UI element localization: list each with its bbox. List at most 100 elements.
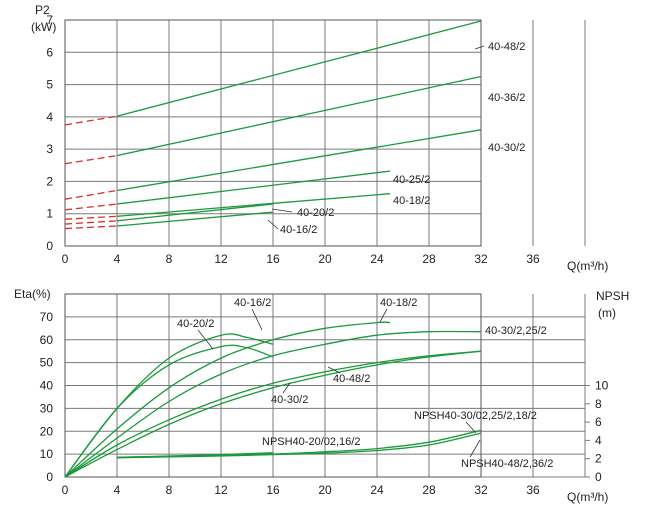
power-label-40-36: 40-36/2 — [488, 92, 525, 104]
power-x-tick: 24 — [370, 252, 384, 266]
power-x-tick: 16 — [266, 252, 280, 266]
power-curve — [116, 20, 482, 117]
npsh-y-tick: 10 — [595, 379, 609, 393]
power-y-tick: 2 — [46, 174, 53, 188]
npsh-ylabel-line1: NPSH — [596, 289, 629, 303]
power-y-tick: 5 — [46, 78, 53, 92]
leader-40-20 — [271, 208, 293, 213]
npsh-curve — [116, 432, 482, 459]
power-x-tick: 8 — [166, 252, 173, 266]
eta-y-tick: 70 — [40, 310, 54, 324]
efficiency-curve — [64, 330, 482, 478]
eta-label-40-16: 40-16/2 — [234, 297, 271, 309]
eta-y-tick: 50 — [40, 356, 54, 370]
leader-eta-40-18 — [379, 308, 388, 323]
power-curve — [116, 193, 391, 217]
npsh-y-tick: 2 — [595, 452, 602, 466]
power-curve — [116, 203, 274, 222]
eta-y-tick: 0 — [46, 470, 53, 484]
leader-eta-40-20 — [197, 329, 214, 350]
efficiency-curve-labels: 40-16/2 40-20/2 40-18/2 40-30/2,25/2 40-… — [177, 297, 553, 470]
power-y-tick: 3 — [46, 142, 53, 156]
power-curve-extrapolated — [64, 189, 118, 200]
power-label-40-30: 40-30/2 — [488, 142, 525, 154]
npsh-label-40-20-16: NPSH40-20/02,16/2 — [262, 436, 360, 448]
eta-y-tick: 40 — [40, 379, 54, 393]
power-y-tick: 4 — [46, 110, 53, 124]
power-label-40-18: 40-18/2 — [393, 195, 430, 207]
leader-npsh-40-48 — [469, 439, 481, 458]
power-x-tick: 0 — [62, 252, 69, 266]
power-x-tick: 20 — [318, 252, 332, 266]
npsh-label-40-30-25-18: NPSH40-30/02,25/2,18/2 — [414, 410, 537, 422]
npsh-y-tick: 0 — [595, 470, 602, 484]
power-ylabel-line1: P2 — [35, 3, 50, 17]
power-curve — [116, 170, 391, 205]
npsh-ylabel-line2: (m) — [598, 306, 616, 320]
efficiency-curves — [64, 321, 482, 478]
efficiency-x-tick: 20 — [318, 483, 332, 497]
efficiency-xlabel: Q(m³/h) — [567, 490, 608, 504]
power-curve-extrapolated — [64, 115, 118, 126]
power-x-tick: 12 — [214, 252, 228, 266]
eta-label-40-48: 40-48/2 — [333, 373, 370, 385]
power-y-tick: 6 — [46, 45, 53, 59]
eta-y-tick: 10 — [40, 447, 54, 461]
npsh-y-tick: 4 — [595, 433, 602, 447]
power-curve-extrapolated — [64, 203, 118, 211]
efficiency-plot-frame — [64, 293, 482, 478]
power-curve — [116, 129, 482, 192]
npsh-y-tick: 8 — [595, 397, 602, 411]
power-curve-extrapolated — [64, 225, 118, 230]
efficiency-x-tick: 4 — [114, 483, 121, 497]
efficiency-curve — [64, 350, 482, 478]
leader-40-16 — [267, 219, 279, 230]
power-x-tick: 28 — [422, 252, 436, 266]
power-curve-extrapolated — [64, 215, 118, 220]
leader-npsh-40-30 — [465, 421, 477, 434]
efficiency-curve — [64, 350, 482, 478]
power-curves — [64, 20, 482, 230]
efficiency-x-tick: 16 — [266, 483, 280, 497]
npsh-y-tick: 6 — [595, 415, 602, 429]
npsh-curves — [116, 429, 482, 459]
power-ylabel-line2: (kW) — [31, 20, 56, 34]
power-x-tick: 32 — [474, 252, 488, 266]
efficiency-curve — [64, 321, 391, 478]
efficiency-x-tick: 28 — [422, 483, 436, 497]
power-label-leaders — [267, 45, 485, 230]
power-label-40-20: 40-20/2 — [297, 207, 334, 219]
efficiency-x-tick: 36 — [526, 483, 540, 497]
leader-eta-40-16 — [251, 308, 263, 331]
npsh-label-40-48-36: NPSH40-48/2,36/2 — [461, 458, 553, 470]
power-curve-labels: 40-48/2 40-36/2 40-30/2 40-25/2 40-18/2 … — [280, 41, 525, 236]
efficiency-x-tick: 0 — [62, 483, 69, 497]
eta-label-40-30-25: 40-30/2,25/2 — [485, 325, 547, 337]
efficiency-chart: 0 4 8 12 16 20 24 28 32 360102030405060700246810 … — [14, 287, 629, 504]
eta-label-40-20: 40-20/2 — [177, 318, 214, 330]
power-curve-extrapolated — [64, 220, 118, 225]
eta-ylabel: Eta(%) — [14, 287, 51, 301]
leader-eta-40-30 — [282, 382, 291, 394]
power-y-tick: 7 — [46, 13, 53, 27]
efficiency-x-tick: 24 — [370, 483, 384, 497]
power-curve — [116, 211, 274, 227]
power-curve-extrapolated — [64, 154, 118, 165]
eta-label-40-30: 40-30/2 — [271, 394, 308, 406]
leader-40-48 — [474, 45, 485, 50]
eta-y-tick: 60 — [40, 333, 54, 347]
power-xlabel: Q(m³/h) — [567, 259, 608, 273]
efficiency-x-tick: 12 — [214, 483, 228, 497]
efficiency-x-tick: 8 — [166, 483, 173, 497]
power-label-40-16: 40-16/2 — [280, 224, 317, 236]
power-label-40-48: 40-48/2 — [488, 41, 525, 53]
power-label-40-25: 40-25/2 — [393, 174, 430, 186]
eta-y-tick: 30 — [40, 401, 54, 415]
power-plot-frame — [64, 19, 482, 247]
power-y-tick: 1 — [46, 207, 53, 221]
eta-y-tick: 20 — [40, 424, 54, 438]
power-x-tick: 4 — [114, 252, 121, 266]
